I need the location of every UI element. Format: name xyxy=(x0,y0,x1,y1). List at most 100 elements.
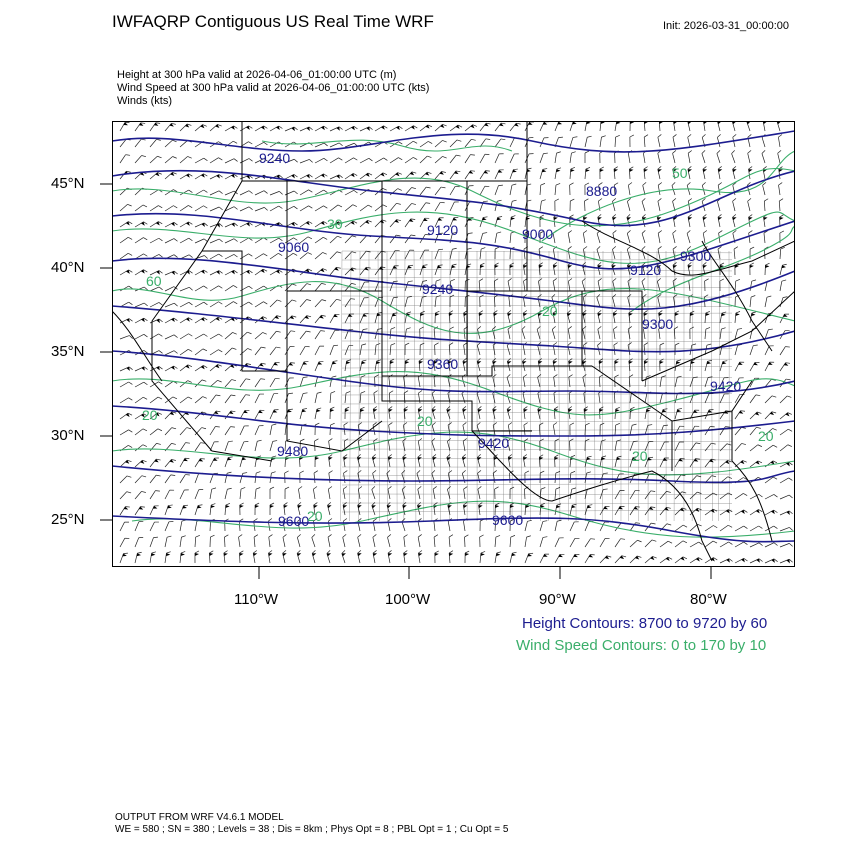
wind-barb xyxy=(747,198,752,212)
height-label: 9120 xyxy=(630,262,661,278)
wind-barb xyxy=(209,238,223,244)
wind-barb xyxy=(134,506,145,516)
wind-barb xyxy=(284,252,298,260)
wind-barb xyxy=(404,264,414,276)
wind-barb xyxy=(479,551,486,564)
lat-label: 30°N xyxy=(51,427,85,444)
wind-barb xyxy=(224,238,238,244)
wind-barb xyxy=(419,124,433,132)
wind-barb xyxy=(209,364,222,372)
wind-barb xyxy=(431,438,436,452)
wind-barb xyxy=(164,350,178,356)
wind-barb xyxy=(434,232,443,244)
wind-barb xyxy=(492,374,497,388)
wind-barb xyxy=(476,358,482,372)
wind-barb xyxy=(194,534,200,548)
wind-barb xyxy=(359,281,369,292)
wind-barb xyxy=(702,214,707,228)
wind-barb xyxy=(149,221,163,228)
wind-barb xyxy=(119,154,131,164)
wind-barb xyxy=(506,374,511,388)
lon-label: 80°W xyxy=(690,591,727,608)
wind-barb xyxy=(194,348,208,356)
wind-barb xyxy=(296,550,302,564)
wind-barb xyxy=(164,189,178,196)
wind-barb xyxy=(344,283,356,292)
wind-barb xyxy=(284,438,290,452)
wind-barb xyxy=(687,198,693,212)
wind-barb xyxy=(297,502,302,516)
wind-barb xyxy=(164,205,178,212)
wind-barb xyxy=(749,542,763,548)
wind-barb xyxy=(372,534,377,548)
wind-barb xyxy=(494,551,501,564)
wind-barb xyxy=(194,124,207,132)
wind-barb xyxy=(224,222,238,228)
wind-barb xyxy=(641,198,646,212)
wind-barb xyxy=(747,150,752,164)
wind-barb xyxy=(269,330,281,340)
wind-barb xyxy=(299,236,313,244)
wind-barb xyxy=(134,122,146,132)
wind-barb xyxy=(629,423,637,436)
wind-barb xyxy=(448,534,454,548)
wind-barb xyxy=(749,361,760,372)
wind-barb xyxy=(327,502,332,516)
wind-barb xyxy=(732,134,737,148)
wind-barb xyxy=(299,376,308,388)
wind-barb xyxy=(359,297,369,308)
wind-barb xyxy=(779,412,792,420)
wind-barb xyxy=(734,541,748,548)
wind-barb xyxy=(389,234,401,244)
wind-barb xyxy=(524,470,530,484)
wind-barb xyxy=(313,502,318,516)
wind-barb xyxy=(254,190,268,196)
wind-barb xyxy=(749,494,763,500)
wind-barb xyxy=(327,534,332,548)
wind-barb xyxy=(509,199,517,212)
height-label: 9360 xyxy=(427,356,458,372)
wind-barb xyxy=(657,134,662,148)
wind-barb xyxy=(389,312,398,324)
wind-barb xyxy=(614,555,627,564)
wind-barb xyxy=(359,204,373,212)
lon-label: 90°W xyxy=(539,591,576,608)
wind-barb xyxy=(194,205,208,212)
weather-map: 9240 9060 9120 9000 8880 9240 9120 9300 … xyxy=(112,121,795,567)
wind-barb xyxy=(583,342,588,356)
wind-barb xyxy=(389,219,402,228)
wind-barb xyxy=(748,214,753,228)
wind-barb xyxy=(524,519,532,532)
wind-barb xyxy=(509,122,521,132)
wind-barb xyxy=(119,236,133,244)
wind-barb xyxy=(672,230,677,244)
wind-barb xyxy=(567,230,572,244)
wind-label: 20 xyxy=(542,303,558,319)
wind-barb xyxy=(476,342,481,356)
wind-barb xyxy=(704,557,718,564)
wind-barb xyxy=(359,391,366,404)
wind-barb xyxy=(374,157,388,164)
wind-barb xyxy=(371,486,376,500)
wind-barb xyxy=(644,506,656,516)
wind-barb xyxy=(388,422,393,436)
wind-barb xyxy=(598,198,603,212)
wind-barb xyxy=(357,470,362,484)
wind-barb xyxy=(284,126,298,132)
wind-barb xyxy=(282,534,287,548)
wind-barb xyxy=(538,278,543,292)
wind-barb xyxy=(179,333,193,340)
wind-barb xyxy=(719,327,726,340)
height-label: 9420 xyxy=(478,435,509,451)
wind-barb xyxy=(704,525,718,532)
wind-barb xyxy=(224,440,233,452)
wind-barb xyxy=(224,347,237,356)
wind-barb xyxy=(779,296,788,308)
wind-barb xyxy=(239,378,251,388)
wind-barb xyxy=(449,217,459,228)
wind-barb xyxy=(779,428,793,436)
wind-barb xyxy=(313,486,318,500)
wind-barb xyxy=(537,374,542,388)
wind-barb xyxy=(403,534,408,548)
wind-barb xyxy=(702,166,708,180)
